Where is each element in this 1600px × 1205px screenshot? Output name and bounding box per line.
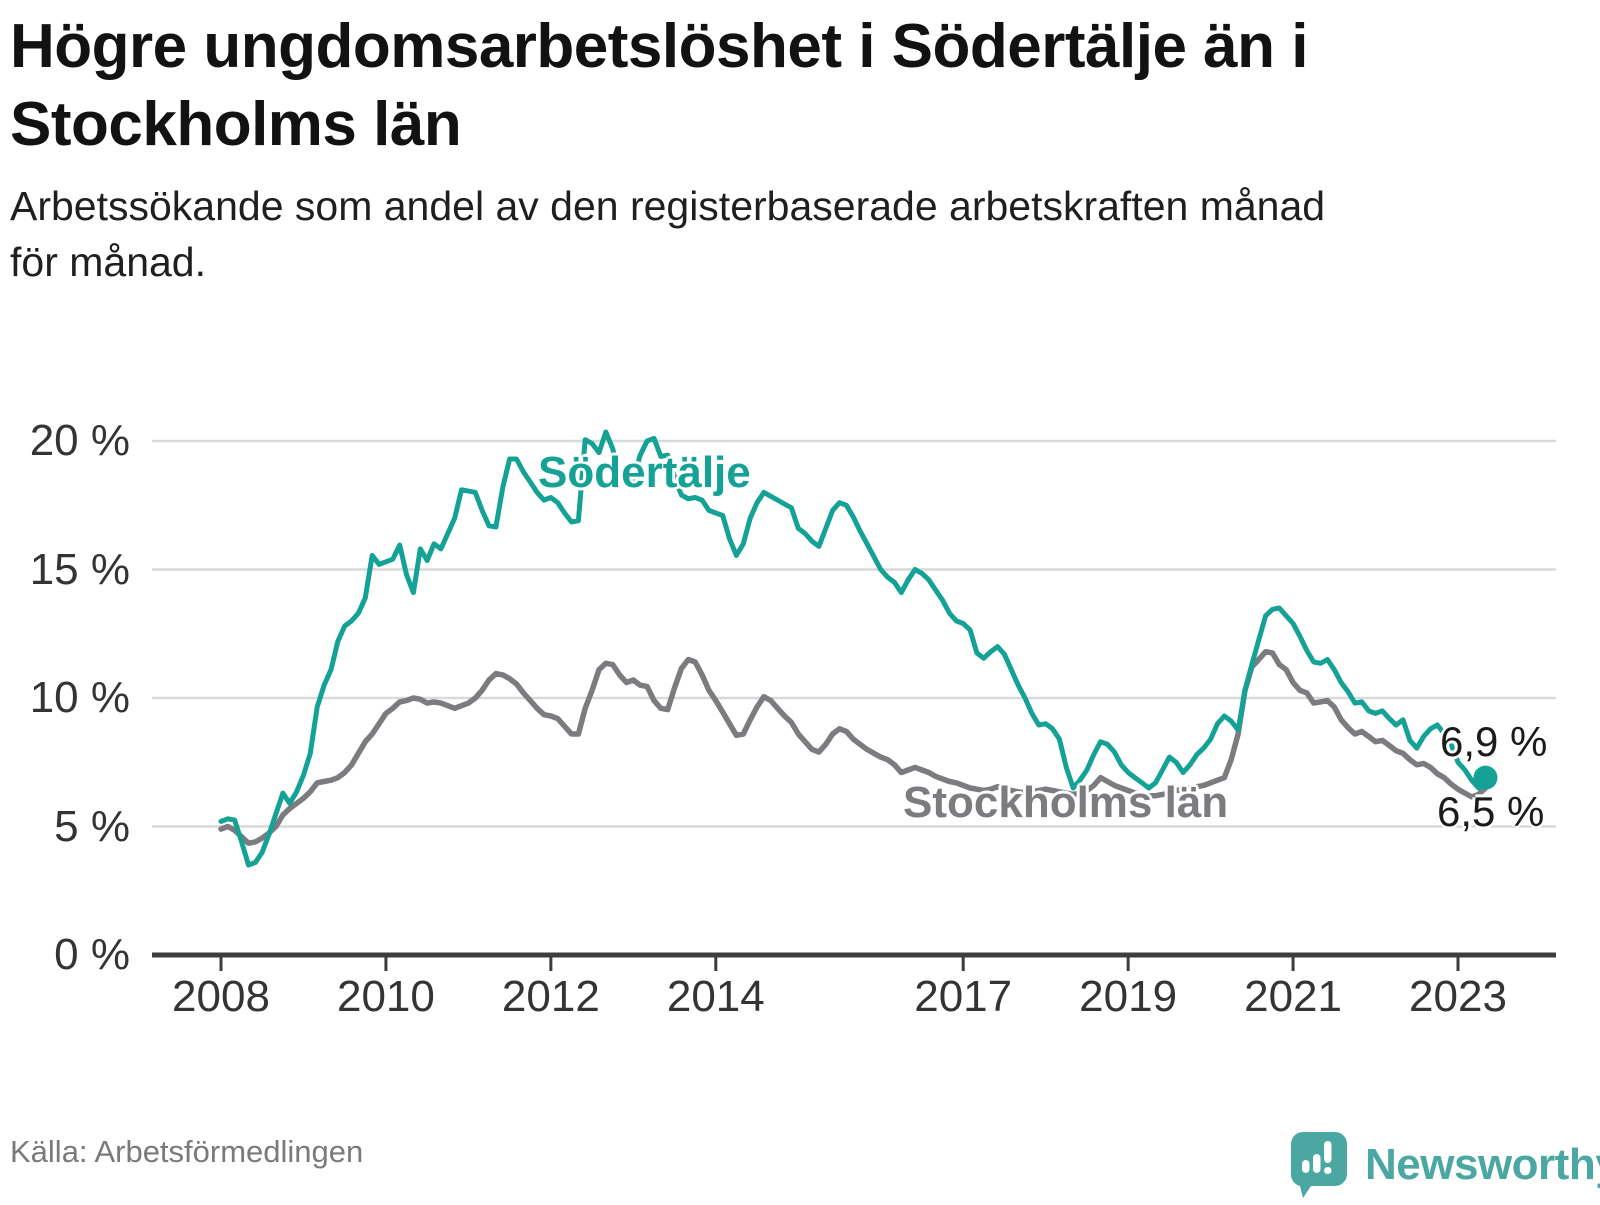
series-line-stockholms-lan [218,648,1489,846]
y-tick-label: 0 % [54,930,130,979]
x-tick-label: 2019 [1079,972,1178,1021]
newsworthy-icon [1291,1132,1347,1198]
x-tick-label: 2010 [336,972,435,1021]
page-title: Högre ungdomsarbetslöshet i Södertälje ä… [10,12,1308,159]
x-tick-label: 2017 [914,972,1013,1021]
source-note: Källa: Arbetsförmedlingen [10,1134,364,1169]
end-value-label-sodertalje: 6,9 % [1440,718,1548,765]
series-label-sodertalje: Södertälje [538,448,751,497]
page-subtitle: Arbetssökande som andel av den registerb… [10,183,1326,285]
x-tick-label: 2014 [666,972,765,1021]
brand-logo: Newsworthy [1289,1130,1600,1200]
x-tick-label: 2008 [172,972,270,1021]
end-value-label-stockholms-lan: 6,5 % [1437,788,1545,835]
y-tick-label: 10 % [29,673,130,722]
y-tick-label: 5 % [54,801,130,851]
x-tick-label: 2023 [1409,972,1507,1021]
x-tick-label: 2021 [1244,972,1342,1021]
y-tick-label: 20 % [29,416,130,465]
series-label-stockholms-lan: Stockholms län [903,778,1229,827]
y-tick-label: 15 % [29,544,130,594]
end-dot-sodertalje [1473,765,1498,790]
x-tick-label: 2012 [501,972,600,1021]
brand-name: Newsworthy [1365,1140,1600,1189]
series-line-sodertalje [218,429,1488,868]
